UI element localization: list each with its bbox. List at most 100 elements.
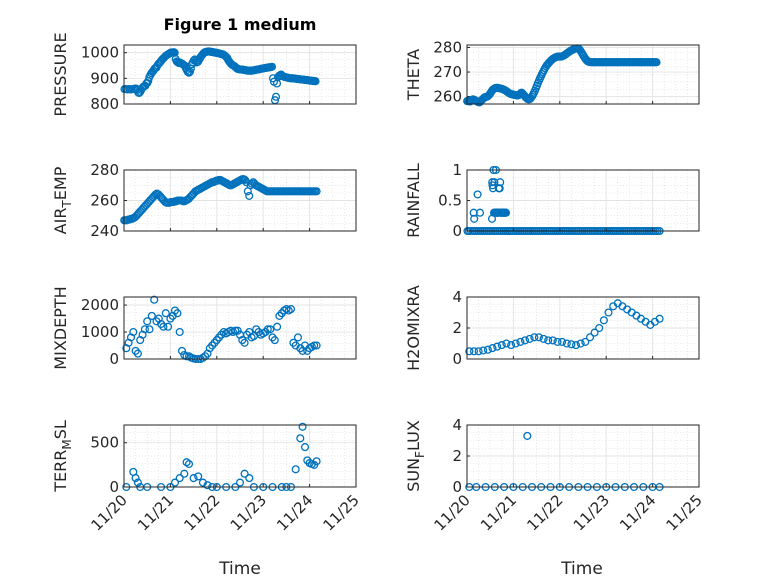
data-point	[311, 77, 320, 86]
data-point	[286, 305, 296, 314]
data-point	[175, 327, 184, 337]
data-point	[488, 344, 497, 353]
panel-air-temp: 240 260 280 AIRTEMP	[51, 161, 357, 240]
y-axis-label: AIRTEMP	[51, 166, 74, 234]
y-axis-label: RAINFALL	[404, 163, 423, 238]
y-tick-label: 270	[433, 63, 462, 81]
data-point	[581, 337, 590, 346]
data-point	[585, 333, 595, 342]
data-point	[180, 469, 189, 478]
data-point	[495, 184, 504, 193]
data-point	[511, 339, 520, 348]
y-tick-label: 2000	[81, 296, 119, 314]
y-tick-label: 1000	[81, 323, 119, 341]
data-point	[470, 214, 479, 223]
data-point	[652, 58, 661, 67]
data-point	[534, 333, 543, 342]
data-point	[177, 346, 187, 355]
data-point	[479, 346, 488, 355]
y-axis-label: THETA	[404, 49, 423, 101]
data-point	[203, 481, 212, 490]
axes-box	[123, 44, 357, 105]
data-point	[291, 465, 300, 474]
data-point	[490, 178, 499, 187]
data-point	[483, 345, 492, 354]
data-point	[173, 309, 182, 318]
data-point	[497, 341, 506, 350]
y-tick-label: 0.5	[438, 192, 462, 210]
y-tick-label: 260	[90, 192, 119, 210]
axes-box	[466, 44, 700, 105]
data-point	[189, 474, 198, 483]
y-tick-label: 1	[452, 161, 462, 179]
data-point	[553, 337, 562, 346]
axes-box	[123, 296, 357, 360]
data-point	[233, 326, 242, 335]
data-point	[493, 342, 502, 351]
data-point	[590, 328, 599, 337]
y-tick-label: 280	[433, 38, 462, 56]
y-tick-label: 240	[90, 222, 119, 240]
data-point	[175, 474, 184, 483]
axes-box	[123, 424, 357, 488]
panel-h2omixra: 0 2 4 H2OMIXRA	[404, 285, 700, 371]
data-point	[129, 327, 138, 337]
data-point	[525, 334, 534, 343]
data-point	[502, 339, 511, 348]
y-axis-label: PRESSURE	[51, 32, 70, 116]
panel-mixdepth: 0 1000 2000 MIXDEPTH	[51, 286, 357, 370]
y-tick-label: 2	[452, 319, 462, 337]
data-point	[150, 295, 159, 304]
data-point	[310, 341, 319, 350]
y-tick-label: 0	[452, 222, 462, 240]
data-point	[133, 478, 142, 487]
data-point	[143, 317, 152, 326]
y-axis-label: TERRMSL	[51, 420, 74, 493]
data-point	[240, 469, 249, 478]
y-tick-label: 260	[433, 88, 462, 106]
data-point	[523, 431, 532, 440]
data-point	[194, 472, 203, 481]
y-tick-label: 2	[452, 447, 462, 465]
data-point	[312, 341, 321, 350]
data-point	[520, 336, 530, 345]
y-tick-label: 4	[452, 416, 462, 434]
data-point	[245, 191, 254, 200]
panel-pressure: 800 900 1000 PRESSURE	[51, 32, 357, 117]
data-point	[312, 457, 321, 466]
data-point	[270, 336, 279, 345]
data-point	[469, 347, 479, 356]
data-point	[182, 458, 191, 467]
panel-theta: 260 270 280 THETA	[404, 38, 700, 107]
data-point	[267, 62, 277, 71]
data-point	[576, 339, 585, 348]
data-point	[516, 337, 525, 346]
data-point	[164, 322, 173, 331]
data-point	[161, 309, 170, 318]
y-tick-label: 0	[452, 478, 462, 496]
y-tick-label: 0	[109, 478, 119, 496]
data-point	[595, 323, 604, 333]
data-point	[501, 208, 511, 217]
data-point	[298, 422, 307, 431]
y-axis-label: H2OMIXRA	[404, 285, 423, 371]
data-point	[604, 308, 613, 317]
data-point	[474, 347, 483, 356]
y-tick-label: 0	[109, 350, 119, 368]
data-point	[293, 333, 303, 342]
data-point	[312, 187, 321, 196]
data-point	[473, 190, 482, 199]
data-point	[515, 90, 524, 99]
data-point	[273, 322, 282, 331]
y-tick-label: 280	[90, 161, 119, 179]
data-point	[131, 474, 140, 483]
x-axis-label-left: Time	[218, 559, 261, 579]
x-axis-label-right: Time	[560, 559, 603, 579]
data-point	[245, 474, 254, 483]
y-axis-label: SUNFLUX	[404, 420, 427, 492]
data-point	[271, 92, 281, 101]
data-point	[182, 352, 191, 361]
data-point	[159, 322, 168, 331]
y-tick-label: 1000	[81, 44, 119, 62]
